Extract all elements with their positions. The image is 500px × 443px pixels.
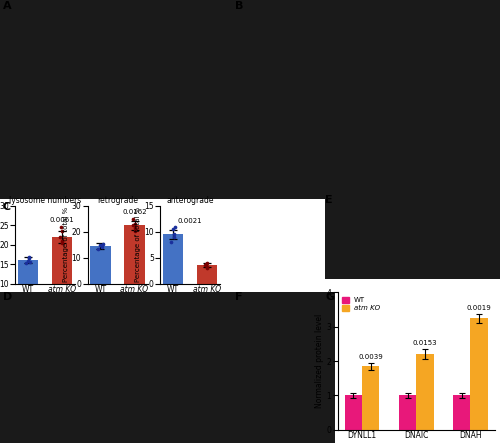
Bar (18, 260, 38, 323)
Bar (399, 396, 416, 430)
Bar (197, 265, 218, 284)
Bar (453, 396, 470, 430)
Point (130, 221, 138, 228)
Point (96, 241, 104, 249)
Point (58, 237, 66, 245)
Y-axis label: Normalized protein level: Normalized protein level (314, 314, 324, 408)
Bar (124, 225, 145, 284)
Title: retrograde: retrograde (97, 196, 138, 205)
Point (130, 215, 138, 222)
Bar (416, 354, 434, 430)
Point (170, 233, 178, 241)
Point (58, 228, 66, 235)
Point (98, 241, 106, 248)
Text: 0.0153: 0.0153 (412, 340, 437, 346)
Point (171, 223, 179, 230)
Point (201, 262, 209, 269)
Text: 0.0019: 0.0019 (467, 305, 491, 311)
Point (203, 264, 211, 271)
Text: G: G (325, 292, 334, 303)
Text: C: C (2, 202, 10, 212)
Point (94, 245, 102, 252)
Point (98, 242, 106, 249)
Bar (90, 246, 110, 284)
Point (24, 257, 32, 264)
Y-axis label: Percentage of total %: Percentage of total % (136, 207, 141, 282)
Point (98, 244, 106, 251)
Point (203, 264, 211, 272)
Text: F: F (235, 292, 242, 303)
Legend: WT, atm KO: WT, atm KO (341, 296, 382, 313)
Point (128, 222, 136, 229)
Point (25, 253, 33, 260)
Bar (362, 366, 380, 430)
Bar (470, 318, 488, 430)
Point (58, 239, 66, 246)
Bar (162, 234, 183, 284)
Point (26, 259, 34, 266)
Text: 0.0039: 0.0039 (358, 354, 383, 360)
Point (26, 255, 34, 262)
Text: E: E (325, 195, 332, 205)
Title: lysosome numbers: lysosome numbers (9, 196, 81, 205)
Point (203, 259, 211, 266)
Point (168, 226, 176, 233)
Text: 0.0061: 0.0061 (50, 218, 74, 223)
Text: D: D (2, 292, 12, 303)
Point (170, 231, 178, 238)
Y-axis label: Percentage of total %: Percentage of total % (62, 207, 68, 282)
Title: anterograde: anterograde (166, 196, 214, 205)
Text: B: B (235, 1, 244, 11)
Point (130, 227, 138, 234)
Text: 0.0021: 0.0021 (178, 218, 203, 224)
Bar (344, 396, 362, 430)
Point (202, 260, 210, 268)
Point (130, 225, 138, 232)
Point (57, 224, 65, 231)
Point (167, 239, 175, 246)
Bar (52, 237, 72, 323)
Text: A: A (2, 1, 11, 11)
Point (22, 260, 30, 267)
Text: 0.0162: 0.0162 (122, 209, 147, 215)
Point (56, 233, 64, 241)
